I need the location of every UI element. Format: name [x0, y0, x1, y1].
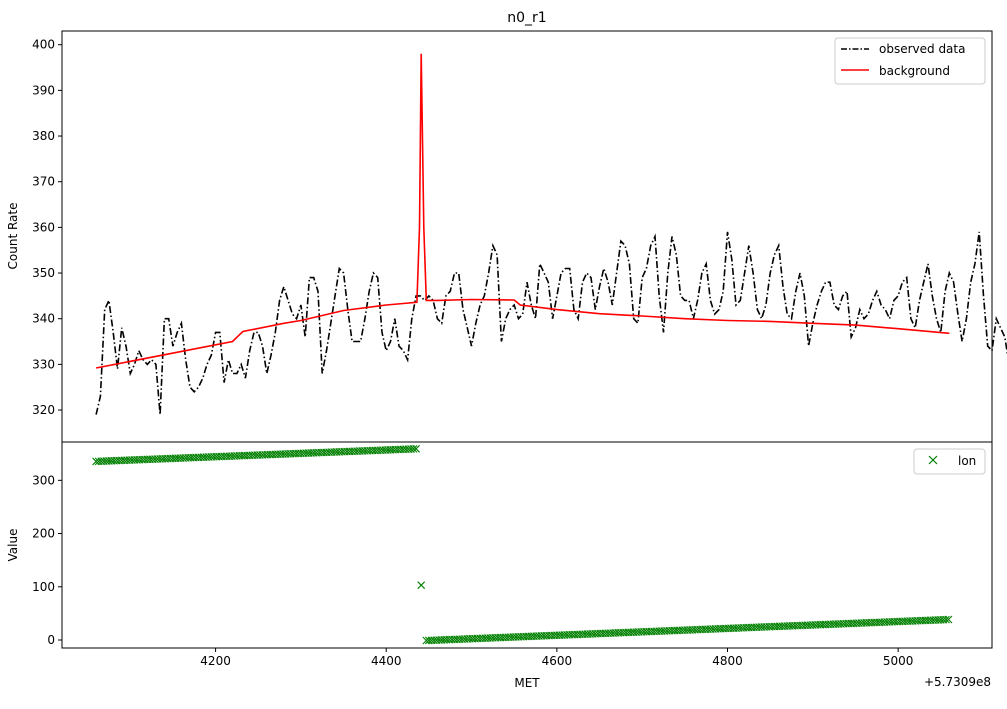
lon-point	[942, 615, 950, 624]
x-axis: 4200 4400 4600 4800 5000	[200, 648, 913, 668]
series-background	[95, 53, 950, 369]
x-tick-label: 5000	[883, 654, 914, 668]
bottom-plot-frame	[61, 441, 993, 649]
legend-lon-label: lon	[958, 454, 976, 468]
top-plot-area	[95, 53, 1007, 415]
lon-point	[944, 615, 953, 624]
legend-background-label: background	[879, 64, 950, 78]
top-y-axis: 320 330 340 350 360 370 380 390 400	[32, 38, 62, 417]
top-y-tick-label: 350	[32, 266, 55, 280]
bottom-y-tick-label: 200	[32, 527, 55, 541]
bottom-y-tick-label: 0	[47, 633, 55, 647]
lon-point	[412, 444, 420, 453]
bottom-legend-box	[913, 448, 986, 475]
top-y-tick-label: 360	[32, 220, 55, 234]
top-y-tick-label: 320	[32, 403, 55, 417]
x-tick-label: 4400	[371, 654, 402, 668]
top-y-tick-label: 400	[32, 38, 55, 52]
bottom-legend[interactable]: lon	[913, 448, 986, 475]
top-y-tick-label: 370	[32, 175, 55, 189]
bottom-panel: 0 100 200 300 4200 4400 4600 4800 5000 MET +5.7…	[6, 441, 993, 690]
bottom-y-axis: 0 100 200 300	[32, 473, 62, 647]
lon-point	[409, 445, 418, 453]
x-tick-label: 4600	[542, 654, 573, 668]
top-y-tick-label: 330	[32, 357, 55, 371]
top-panel: 320 330 340 350 360 370 380 390 400 Count Rate o…	[6, 30, 1007, 443]
series-observed-data	[95, 231, 1007, 415]
top-y-tick-label: 390	[32, 83, 55, 97]
chart-title: n0_r1	[507, 10, 546, 26]
top-y-tick-label: 380	[32, 129, 55, 143]
top-legend-box	[834, 37, 986, 85]
bottom-y-tick-label: 300	[32, 473, 55, 487]
legend-lon-swatch	[928, 455, 938, 465]
top-y-tick-label: 340	[32, 312, 55, 326]
x-tick-label: 4800	[712, 654, 743, 668]
bottom-y-tick-label: 100	[32, 580, 55, 594]
bottom-y-axis-label: Value	[6, 529, 20, 562]
x-tick-label: 4200	[200, 654, 231, 668]
lon-point	[417, 581, 426, 590]
bottom-plot-area	[92, 444, 953, 645]
legend-observed-data-label: observed data	[879, 42, 965, 56]
top-legend[interactable]: observed data background	[834, 37, 986, 85]
x-axis-label: MET	[514, 676, 540, 690]
x-axis-offset: +5.7309e8	[924, 675, 991, 689]
top-y-axis-label: Count Rate	[6, 203, 20, 270]
